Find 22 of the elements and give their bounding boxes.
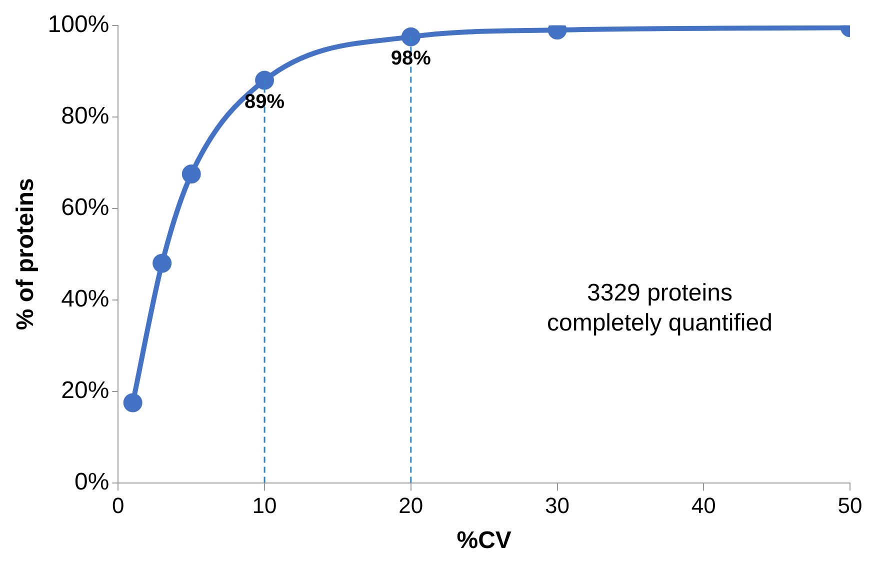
x-tick-label: 20 [398,493,424,518]
x-tick-label: 0 [112,493,124,518]
x-tick-label: 30 [545,493,570,518]
x-tick-label: 10 [252,493,277,518]
point [255,70,274,90]
y-tick-label: 60% [61,194,110,221]
x-axis-title: %CV [456,527,512,554]
x-tick-label: 50 [838,493,862,518]
y-tick-label: 80% [61,102,110,130]
point [401,27,420,46]
y-tick-label: 100% [48,11,110,38]
y-tick-label: 20% [61,376,110,404]
annotation: 89% [244,90,285,113]
point [152,254,172,273]
annotation: 3329 proteins completely quantified [546,280,772,337]
point [182,164,201,184]
y-tick-label: 0% [74,468,110,496]
y-tick-label: 40% [61,285,110,312]
point [123,393,142,412]
x-tick-label: 40 [691,493,716,518]
y-axis-title: % of proteins [12,178,40,330]
annotation: 98% [390,47,432,70]
